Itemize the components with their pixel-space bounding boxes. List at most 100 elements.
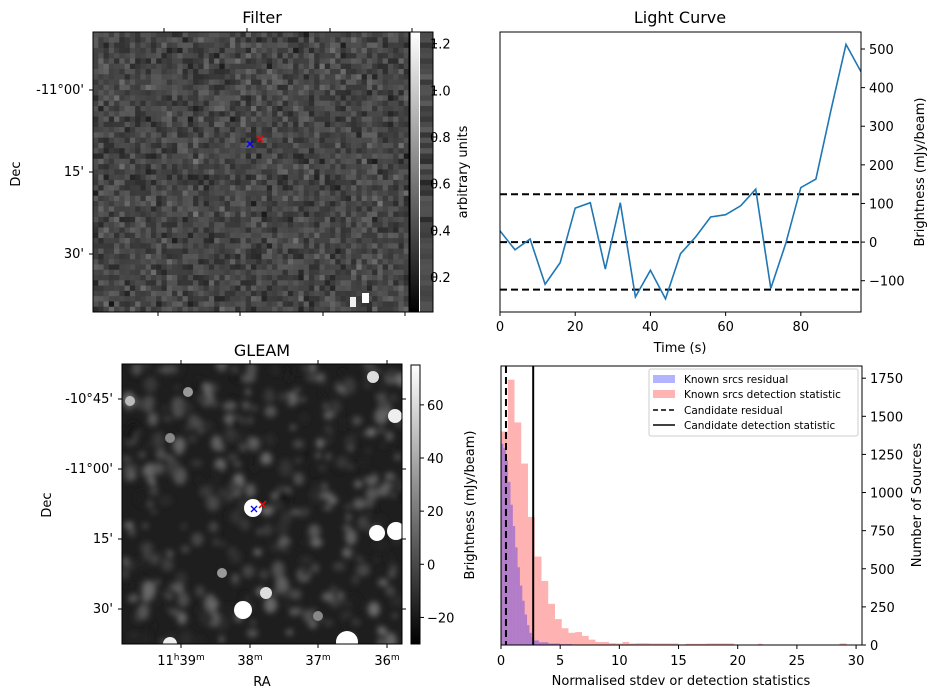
colorbar-tick-label: 1.2 [430, 38, 451, 53]
legend-label: Candidate detection statistic [684, 420, 836, 432]
histogram-bar [548, 603, 555, 645]
gleam-xtick-label: 37m [305, 653, 330, 669]
filter-colorbar [410, 32, 419, 312]
filter-red-cross-marker [256, 135, 264, 143]
colorbar-tick-label: 0.8 [430, 131, 451, 146]
histogram-bar [602, 641, 609, 645]
gleam-bright-sources [125, 371, 402, 644]
gleam-colorbar-ticks: −20 0 20 40 60 [420, 399, 454, 626]
histogram-bar [534, 556, 542, 645]
histogram-bar [521, 463, 528, 645]
light-curve-xlabel: Time (s) [653, 341, 707, 356]
histogram-bar [529, 632, 532, 645]
histogram-bar [608, 643, 616, 645]
histogram-ylabel: Number of Sources [910, 443, 925, 568]
histogram-bar [588, 639, 596, 645]
colorbar-tick-label: 0.2 [430, 271, 451, 286]
legend-box [648, 368, 859, 437]
histogram-bar [514, 422, 522, 645]
histogram-panel: 0 5 10 15 20 25 30 02505007501000125015001750 … [497, 365, 925, 689]
histogram-bar [503, 448, 506, 645]
ytick-label: 400 [869, 82, 894, 97]
histogram-bar [548, 643, 561, 645]
gleam-red-cross-marker [258, 500, 267, 509]
histogram-bar [515, 547, 518, 645]
filter-ylabel: Dec [9, 161, 24, 186]
histogram-bar [649, 643, 679, 645]
histogram-bar [519, 585, 523, 645]
gleam-ytick-label: 15' [93, 532, 113, 547]
xtick-label: 60 [717, 320, 734, 335]
ytick-label: 250 [870, 601, 895, 616]
legend-patch-detection [653, 390, 675, 398]
filter-panel: Filter -11°00' 15' 30' Dec 0.2 0.4 0.6 0.8 1… [9, 8, 471, 316]
histogram-bar [507, 379, 515, 645]
light-curve-title: Light Curve [634, 8, 726, 27]
colorbar-tick-label: 1.0 [430, 84, 451, 99]
xtick-label: 20 [567, 320, 584, 335]
light-curve-frame [499, 31, 862, 313]
histogram-bar [568, 632, 576, 645]
histogram-bars [501, 379, 847, 645]
histogram-bar [524, 614, 528, 645]
histogram-bar [522, 600, 525, 645]
xtick-label: 0 [496, 320, 504, 335]
histogram-bar [561, 628, 569, 645]
ytick-label: 500 [869, 43, 894, 58]
legend-label: Candidate residual [684, 405, 783, 417]
xtick-label: 5 [556, 654, 564, 669]
ytick-label: 0 [869, 236, 877, 251]
histogram-bar [839, 643, 847, 645]
gleam-panel: GLEAM [40, 341, 478, 690]
gleam-xtick-label: 11h39m [157, 653, 205, 669]
legend-patch-residual [653, 375, 675, 383]
light-curve-points [499, 44, 862, 299]
histogram-bar [527, 516, 535, 645]
histogram-candidate-lines [504, 366, 535, 645]
histogram-frame [500, 365, 863, 646]
gleam-xtick-label: 38m [237, 653, 262, 669]
gleam-ytick-label: -11°00' [65, 462, 113, 477]
histogram-bar [622, 641, 630, 645]
histogram-bar [534, 640, 539, 645]
ytick-label: 100 [869, 197, 894, 212]
histogram-bar [581, 635, 589, 645]
filter-ytick-label: 15' [64, 165, 84, 180]
filter-top-ticks [89, 28, 413, 316]
gleam-xlabel: RA [253, 675, 271, 690]
histogram-bar [501, 431, 508, 645]
histogram-bar [512, 526, 516, 645]
light-curve-series-line [500, 42, 861, 301]
colorbar-tick-label: 0.4 [430, 224, 451, 239]
filter-colorbar-overlap-strip [420, 32, 433, 313]
filter-image [93, 32, 409, 312]
gleam-ytick-label: 30' [93, 602, 113, 617]
filter-colorbar-frame [409, 31, 434, 313]
gleam-frame [121, 363, 403, 645]
gleam-title: GLEAM [234, 341, 290, 360]
legend-label: Known srcs detection statistic [684, 389, 841, 401]
ytick-label: 1500 [870, 410, 903, 425]
ytick-label: −100 [869, 275, 905, 290]
colorbar-tick-label: 0 [427, 558, 435, 573]
gleam-ytick-label: -10°45' [65, 392, 113, 407]
gleam-image [122, 364, 402, 644]
filter-ytick-label: -11°00' [36, 83, 84, 98]
histogram-bar [757, 643, 763, 645]
gleam-blue-cross-marker [250, 505, 258, 513]
histogram-xlabel: Normalised stdev or detection statistics [552, 674, 811, 689]
ytick-label: 0 [870, 639, 878, 654]
light-curve-xticks: 0 20 40 60 80 [496, 312, 809, 335]
ytick-label: 200 [869, 159, 894, 174]
histogram-bar [554, 619, 562, 645]
histogram-bar [538, 642, 549, 645]
histogram-legend: Known srcs residual Known srcs detection… [648, 368, 859, 437]
gleam-xtick-label: 36m [374, 653, 399, 669]
histogram-bar [615, 643, 623, 645]
filter-colorbar-ticks: 0.2 0.4 0.6 0.8 1.0 1.2 [430, 38, 451, 286]
histogram-bar [629, 643, 636, 645]
light-curve-yticks: −100 0 100 200 300 400 500 [861, 43, 905, 290]
xtick-label: 25 [789, 654, 806, 669]
filter-colorbar-label: arbitrary units [456, 125, 471, 218]
